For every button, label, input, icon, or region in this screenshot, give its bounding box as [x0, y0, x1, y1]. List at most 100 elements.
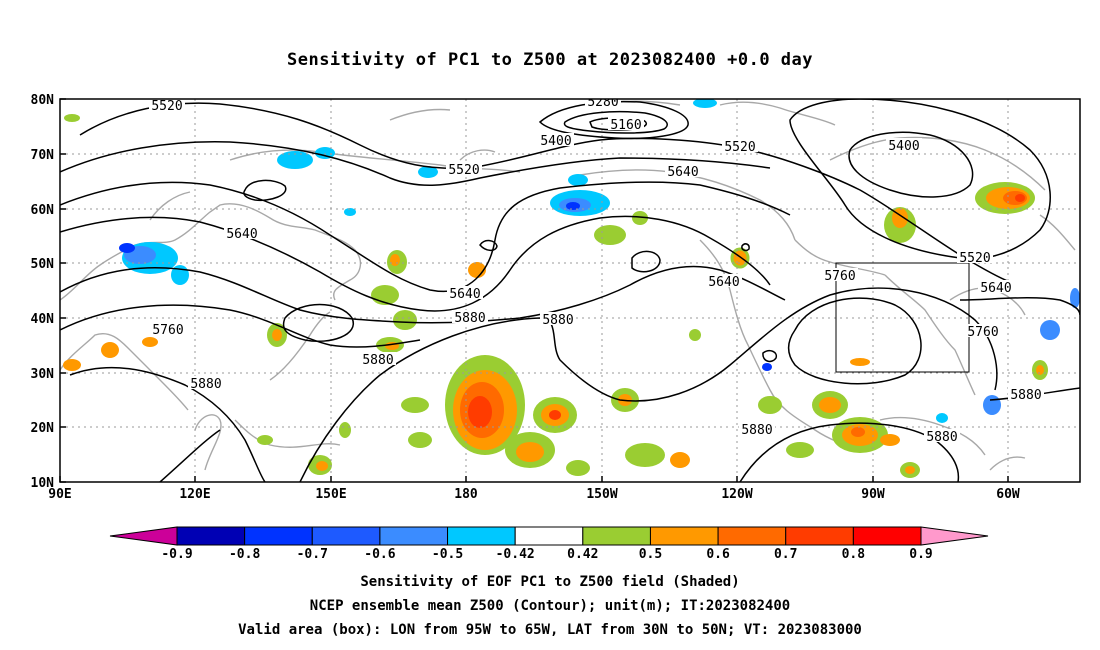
- colorbar: -0.9 -0.8 -0.7 -0.6 -0.5 -0.42 0.42 0.5 0.6 0.7 0.…: [110, 527, 988, 562]
- contour-label: 5640: [449, 287, 480, 302]
- contour-label: 5520: [724, 140, 755, 155]
- shade-blob: [408, 432, 432, 448]
- shade-blob: [594, 225, 626, 245]
- contour-line: [789, 298, 921, 384]
- shade-blob: [549, 410, 561, 420]
- longitude-labels: 90E 120E 150E 180 150W 120W 90W 60W: [48, 487, 1020, 502]
- shade-blob: [316, 461, 328, 471]
- colorbar-label: -0.8: [229, 547, 260, 562]
- colorbar-label: -0.7: [297, 547, 328, 562]
- colorbar-swatch: [786, 527, 854, 545]
- colorbar-label: 0.42: [567, 547, 598, 562]
- lat-label: 50N: [31, 257, 55, 272]
- colorbar-low-triangle: [110, 527, 177, 545]
- lat-label: 60N: [31, 203, 55, 218]
- shade-blob: [983, 395, 1001, 415]
- colorbar-swatch: [583, 527, 651, 545]
- shade-blob: [401, 397, 429, 413]
- latitude-labels: 80N 70N 60N 50N 40N 30N 20N 10N: [31, 93, 55, 491]
- colorbar-swatches: [177, 527, 921, 545]
- shade-blob: [119, 243, 135, 253]
- contour-label: 5640: [667, 165, 698, 180]
- shade-blob: [819, 397, 841, 413]
- shade-blob: [272, 329, 282, 341]
- shade-blob: [670, 452, 690, 468]
- colorbar-label: 0.8: [842, 547, 866, 562]
- contour-label: 5880: [926, 430, 957, 445]
- colorbar-label: -0.42: [496, 547, 535, 562]
- lat-label: 80N: [31, 93, 55, 108]
- shade-blob: [101, 342, 119, 358]
- colorbar-label: 0.5: [639, 547, 662, 562]
- shade-blob: [880, 434, 900, 446]
- contour-label: 5520: [448, 163, 479, 178]
- contour-label: 5520: [151, 99, 182, 114]
- lon-label: 120E: [179, 487, 210, 502]
- contour-line: [160, 430, 220, 482]
- contour-line: [80, 103, 1010, 282]
- colorbar-high-triangle: [921, 527, 988, 545]
- contour-label: 5880: [362, 353, 393, 368]
- caption-shaded: Sensitivity of EOF PC1 to Z500 field (Sh…: [0, 574, 1100, 590]
- lat-label: 20N: [31, 421, 55, 436]
- contour-line: [60, 182, 790, 291]
- contour-label: 5160: [610, 118, 641, 133]
- colorbar-labels: -0.9 -0.8 -0.7 -0.6 -0.5 -0.42 0.42 0.5 0.6 0.7 0.…: [161, 547, 932, 562]
- contour-label: 5880: [190, 377, 221, 392]
- shade-blob: [257, 435, 273, 445]
- contour-label: 5880: [741, 423, 772, 438]
- contour-label: 5880: [542, 313, 573, 328]
- contour-label: 5400: [540, 134, 571, 149]
- contour-line: [70, 368, 265, 482]
- lon-label: 150W: [586, 487, 617, 502]
- shade-blob: [1015, 194, 1025, 202]
- contour-line: [60, 266, 785, 322]
- shade-blob: [689, 329, 701, 341]
- shade-blob: [850, 358, 870, 366]
- lat-label: 70N: [31, 148, 55, 163]
- shade-blob: [566, 460, 590, 476]
- contour-line: [763, 351, 776, 362]
- contour-label: 5640: [980, 281, 1011, 296]
- colorbar-swatch: [245, 527, 313, 545]
- shade-blob: [393, 310, 417, 330]
- contour-label: 5880: [454, 311, 485, 326]
- lon-label: 180: [454, 487, 478, 502]
- contour-label: 5400: [888, 139, 919, 154]
- colorbar-swatch: [177, 527, 245, 545]
- contour-line: [60, 142, 770, 185]
- shade-blob: [339, 422, 351, 438]
- shade-blob: [63, 359, 81, 371]
- caption-contour: NCEP ensemble mean Z500 (Contour); unit(…: [0, 598, 1100, 614]
- colorbar-swatch: [650, 527, 718, 545]
- contour-label: 5520: [959, 251, 990, 266]
- shade-blob: [516, 442, 544, 462]
- colorbar-swatch: [448, 527, 516, 545]
- contour-labels: 5520 5280 5160 5400 5520 5400 5640 5520 5640 5520…: [149, 94, 1044, 445]
- lon-label: 60W: [996, 487, 1020, 502]
- shade-blob: [936, 413, 948, 423]
- contour-label: 5880: [1010, 388, 1041, 403]
- shade-blob: [64, 114, 80, 122]
- shade-blob: [1040, 320, 1060, 340]
- colorbar-label: 0.6: [706, 547, 730, 562]
- shade-blob: [905, 466, 915, 474]
- shade-blob: [142, 337, 158, 347]
- contour-line: [244, 180, 286, 200]
- shade-blob: [625, 443, 665, 467]
- contour-label: 5760: [152, 323, 183, 338]
- contour-line: [632, 251, 660, 271]
- colorbar-label: 0.9: [909, 547, 932, 562]
- shade-blob: [762, 363, 772, 371]
- shade-blob: [786, 442, 814, 458]
- lon-label: 120W: [721, 487, 752, 502]
- colorbar-label: -0.6: [364, 547, 395, 562]
- shade-blob: [468, 396, 492, 428]
- shade-blob: [568, 174, 588, 186]
- figure-title: Sensitivity of PC1 to Z500 at 2023082400…: [0, 50, 1100, 70]
- lon-label: 150E: [315, 487, 346, 502]
- colorbar-label: -0.9: [161, 547, 192, 562]
- colorbar-label: -0.5: [432, 547, 463, 562]
- contour-label: 5280: [587, 95, 618, 110]
